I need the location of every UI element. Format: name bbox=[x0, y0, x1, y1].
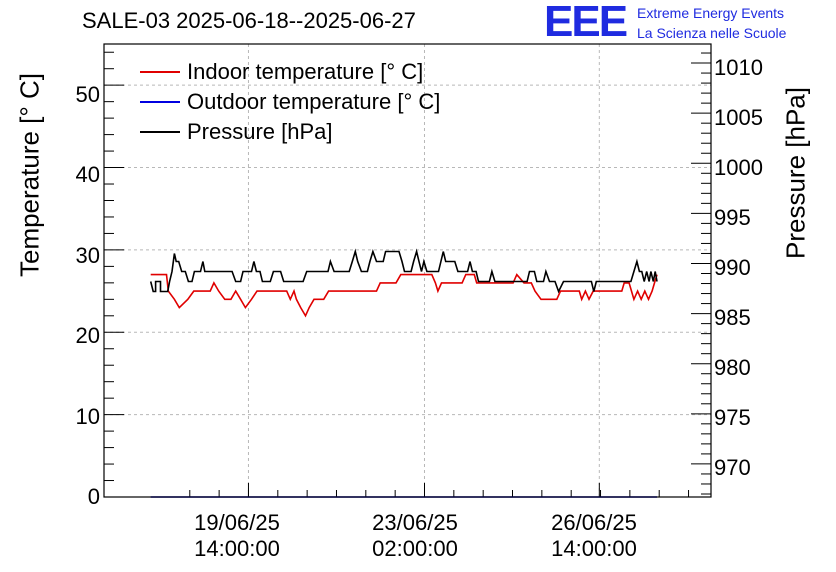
legend-swatch-pressure bbox=[140, 131, 180, 133]
y-tick-label: 20 bbox=[75, 323, 100, 349]
y2-tick-label: 990 bbox=[714, 255, 751, 280]
legend-label-pressure: Pressure [hPa] bbox=[187, 119, 333, 144]
legend-swatch-indoor bbox=[140, 71, 180, 73]
x-tick-label: 19/06/25 14:00:00 bbox=[194, 510, 280, 562]
y-tick-label: 0 bbox=[87, 484, 100, 509]
y-tick-label: 50 bbox=[75, 82, 100, 107]
axis-ticks bbox=[104, 51, 711, 498]
y-tick-label: 30 bbox=[75, 242, 100, 268]
legend-swatch-outdoor bbox=[140, 101, 180, 103]
y2-tick-label: 995 bbox=[714, 205, 751, 230]
y-axis-label: Temperature [° C] bbox=[14, 72, 45, 278]
y2-tick-label: 1010 bbox=[714, 55, 763, 80]
y-tick-label: 10 bbox=[75, 403, 100, 429]
logo-line-1: Extreme Energy Events bbox=[637, 5, 785, 21]
legend-item-pressure: Pressure [hPa] bbox=[140, 118, 333, 146]
series-lines bbox=[149, 248, 658, 498]
pressure-line bbox=[149, 248, 658, 294]
eee-logo: EEE bbox=[544, 0, 628, 46]
x-tick-time: 14:00:00 bbox=[551, 536, 637, 561]
x-tick-date: 26/06/25 bbox=[551, 510, 637, 535]
x-tick-date: 23/06/25 bbox=[372, 510, 458, 535]
chart-title: SALE-03 2025-06-18--2025-06-27 bbox=[82, 8, 416, 33]
x-tick-label: 26/06/25 14:00:00 bbox=[551, 510, 637, 562]
legend-item-indoor: Indoor temperature [° C] bbox=[140, 58, 423, 86]
y-tick-label: 40 bbox=[75, 162, 100, 188]
y2-tick-label: 970 bbox=[714, 455, 751, 480]
logo-line-2: La Scienza nelle Scuole bbox=[637, 25, 787, 41]
y2-tick-label: 980 bbox=[714, 355, 751, 380]
y2-tick-label: 985 bbox=[714, 305, 751, 330]
y2-axis-label: Pressure [hPa] bbox=[780, 87, 811, 259]
x-tick-date: 19/06/25 bbox=[194, 510, 280, 535]
x-tick-time: 14:00:00 bbox=[194, 536, 280, 561]
legend-label-outdoor: Outdoor temperature [° C] bbox=[187, 89, 441, 114]
y2-tick-label: 975 bbox=[714, 405, 751, 430]
indoor-temperature-line bbox=[150, 273, 658, 318]
x-tick-time: 02:00:00 bbox=[372, 536, 458, 561]
y2-tick-label: 1000 bbox=[714, 155, 763, 180]
x-tick-label: 23/06/25 02:00:00 bbox=[372, 510, 458, 562]
plot-frame bbox=[103, 43, 712, 498]
legend-item-outdoor: Outdoor temperature [° C] bbox=[140, 88, 440, 116]
y2-tick-label: 1005 bbox=[714, 105, 763, 130]
legend-label-indoor: Indoor temperature [° C] bbox=[187, 59, 424, 84]
